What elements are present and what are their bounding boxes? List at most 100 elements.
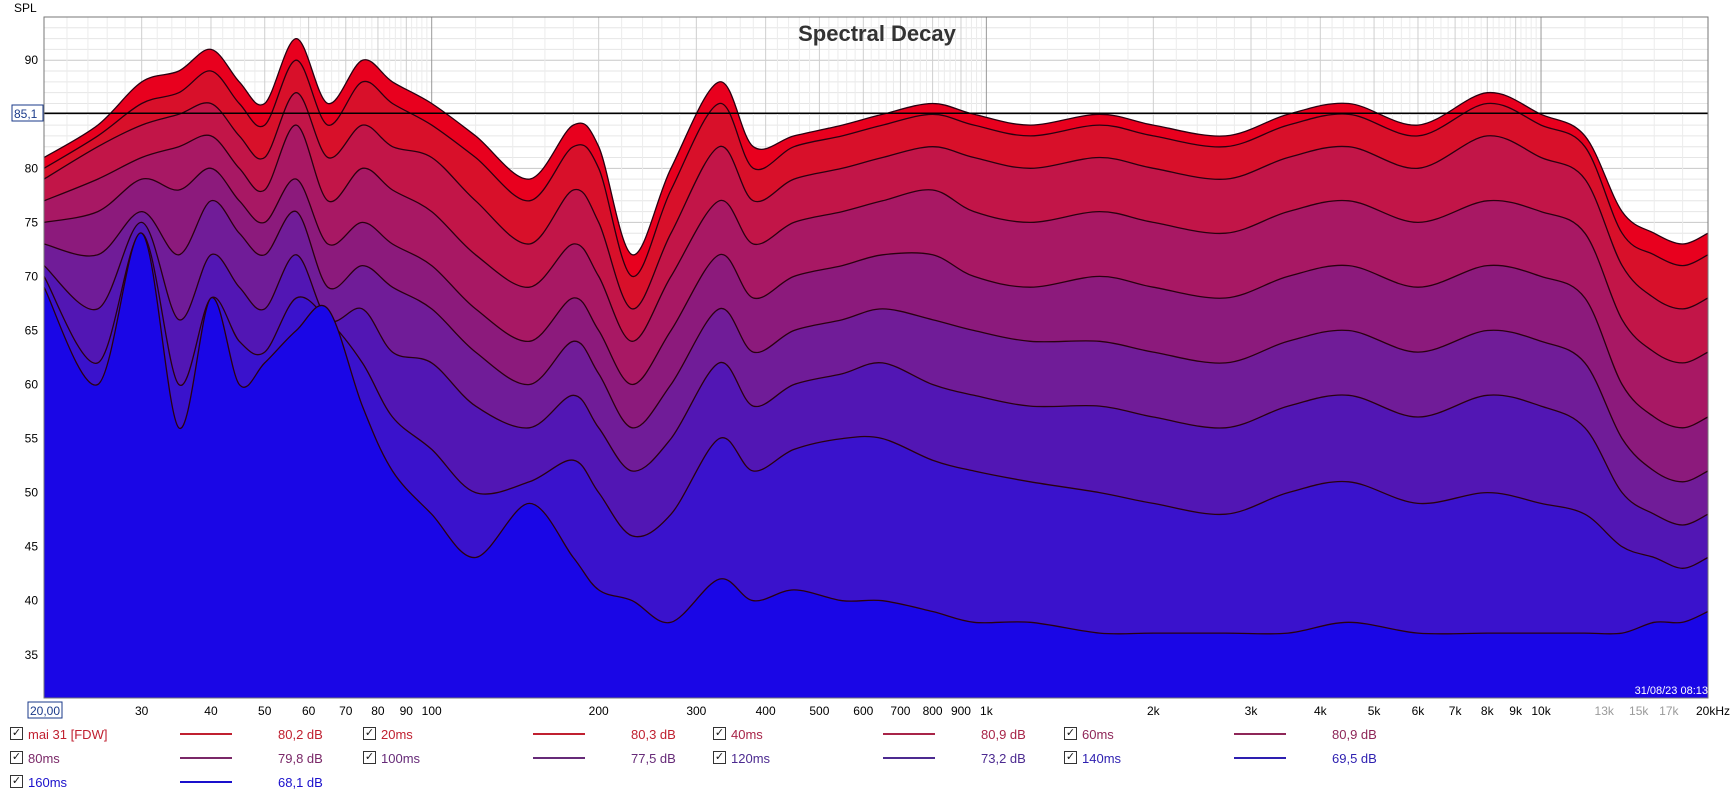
legend-item: ✓ 120ms 73,2 dB — [713, 748, 1053, 768]
x-tick-label: 70 — [339, 704, 353, 718]
decay-line-6 — [43, 221, 1709, 526]
decay-line-0 — [43, 37, 1709, 256]
chart-title: Spectral Decay — [798, 21, 957, 46]
svg-text:85,1: 85,1 — [14, 107, 38, 121]
legend-label: 100ms — [381, 751, 421, 766]
legend-value: 80,2 dB — [278, 727, 323, 742]
x-tick-label: 2k — [1147, 704, 1161, 718]
x-tick-label: 17k — [1659, 704, 1679, 718]
legend-item: ✓ 140ms 69,5 dB — [1064, 748, 1404, 768]
legend-swatch — [883, 757, 935, 759]
legend-checkbox[interactable]: ✓ — [713, 727, 726, 740]
x-tick-label: 700 — [890, 704, 910, 718]
legend-label: 140ms — [1082, 751, 1122, 766]
legend-value: 77,5 dB — [631, 751, 676, 766]
x-tick-label: 3k — [1245, 704, 1259, 718]
plot-area[interactable] — [43, 16, 1709, 699]
decay-line-3 — [43, 124, 1709, 364]
y-tick-label: 80 — [25, 161, 39, 175]
y-tick-label: 35 — [25, 648, 39, 662]
legend-item: ✓ 80ms 79,8 dB — [10, 748, 350, 768]
legend-swatch — [533, 757, 585, 759]
decay-areas — [43, 37, 1709, 699]
legend-checkbox[interactable]: ✓ — [10, 751, 23, 764]
legend-item: ✓ 20ms 80,3 dB — [363, 724, 703, 744]
legend-swatch — [180, 733, 232, 735]
x-tick-label: 40 — [204, 704, 218, 718]
y-axis-ticks: 35 40 45 50 55 60 65 70 75 80 90 — [25, 53, 39, 662]
y-tick-label: 50 — [25, 486, 39, 500]
x-tick-label: 600 — [853, 704, 873, 718]
legend-value: 73,2 dB — [981, 751, 1026, 766]
x-tick-label: 50 — [258, 704, 272, 718]
x-tick-label: 8k — [1481, 704, 1495, 718]
x-tick-label: 10k — [1531, 704, 1551, 718]
y-tick-label: 75 — [25, 215, 39, 229]
x-tick-label: 13k — [1595, 704, 1615, 718]
legend-value: 79,8 dB — [278, 751, 323, 766]
legend-checkbox[interactable]: ✓ — [363, 727, 376, 740]
legend-item: ✓ mai 31 [FDW] 80,2 dB — [10, 724, 350, 744]
decay-area-8 — [44, 232, 1708, 698]
x-tick-label: 5k — [1368, 704, 1382, 718]
x-tick-label: 9k — [1509, 704, 1523, 718]
legend-label: 160ms — [28, 775, 68, 790]
x-axis-ticks: 30 40 50 60 70 80 90 100 200 300 400 500 600 700 800 90… — [135, 704, 1730, 718]
cursor-y-readout[interactable]: 85,1 — [11, 104, 44, 122]
decay-line-8 — [43, 232, 1709, 635]
x-tick-label: 6k — [1412, 704, 1426, 718]
x-tick-label: 400 — [756, 704, 776, 718]
decay-line-1 — [43, 59, 1709, 278]
legend-checkbox[interactable]: ✓ — [10, 775, 23, 788]
legend-swatch — [180, 757, 232, 759]
x-tick-label: 60 — [302, 704, 316, 718]
legend-swatch — [883, 733, 935, 735]
legend-label: 60ms — [1082, 727, 1114, 742]
legend-value: 68,1 dB — [278, 775, 323, 790]
legend-item: ✓ 60ms 80,9 dB — [1064, 724, 1404, 744]
legend-swatch — [1234, 757, 1286, 759]
y-tick-label: 55 — [25, 432, 39, 446]
x-tick-label: 900 — [951, 704, 971, 718]
x-tick-label: 200 — [589, 704, 609, 718]
plot-border — [43, 16, 1709, 699]
y-tick-label: 45 — [25, 540, 39, 554]
svg-text:20,00: 20,00 — [30, 704, 60, 718]
legend-label: mai 31 [FDW] — [28, 727, 108, 742]
legend-value: 80,3 dB — [631, 727, 676, 742]
x-tick-label: 500 — [809, 704, 829, 718]
legend-checkbox[interactable]: ✓ — [1064, 727, 1077, 740]
x-tick-label: 800 — [923, 704, 943, 718]
legend-label: 80ms — [28, 751, 60, 766]
legend-checkbox[interactable]: ✓ — [1064, 751, 1077, 764]
timestamp: 31/08/23 08:13 — [1635, 685, 1708, 697]
y-tick-label: 40 — [25, 594, 39, 608]
y-tick-label: 70 — [25, 269, 39, 283]
legend-item: ✓ 160ms 68,1 dB — [10, 772, 350, 792]
decay-line-4 — [43, 167, 1709, 429]
legend-checkbox[interactable]: ✓ — [363, 751, 376, 764]
legend-value: 69,5 dB — [1332, 751, 1377, 766]
y-axis-title: SPL — [14, 1, 37, 15]
x-tick-label: 300 — [686, 704, 706, 718]
x-tick-label: 30 — [135, 704, 149, 718]
legend-swatch — [533, 733, 585, 735]
decay-line-5 — [43, 200, 1709, 483]
spectral-decay-chart: SPL 35 40 45 50 55 60 65 70 75 80 90 30 40 50 60 70 80 9… — [11, 1, 1730, 719]
x-tick-label: 4k — [1314, 704, 1328, 718]
legend-label: 20ms — [381, 727, 413, 742]
x-tick-label: 80 — [371, 704, 385, 718]
legend-label: 120ms — [731, 751, 771, 766]
decay-line-7 — [43, 232, 1709, 569]
x-tick-label: 15k — [1629, 704, 1649, 718]
x-tick-label: 20kHz — [1696, 704, 1730, 718]
x-tick-label: 7k — [1449, 704, 1463, 718]
legend-checkbox[interactable]: ✓ — [10, 727, 23, 740]
decay-line-2 — [43, 92, 1709, 310]
legend-swatch — [180, 781, 232, 783]
y-tick-label: 90 — [25, 53, 39, 67]
cursor-x-readout[interactable]: 20,00 — [27, 701, 63, 719]
y-tick-label: 60 — [25, 378, 39, 392]
x-tick-label: 100 — [422, 704, 442, 718]
legend-checkbox[interactable]: ✓ — [713, 751, 726, 764]
